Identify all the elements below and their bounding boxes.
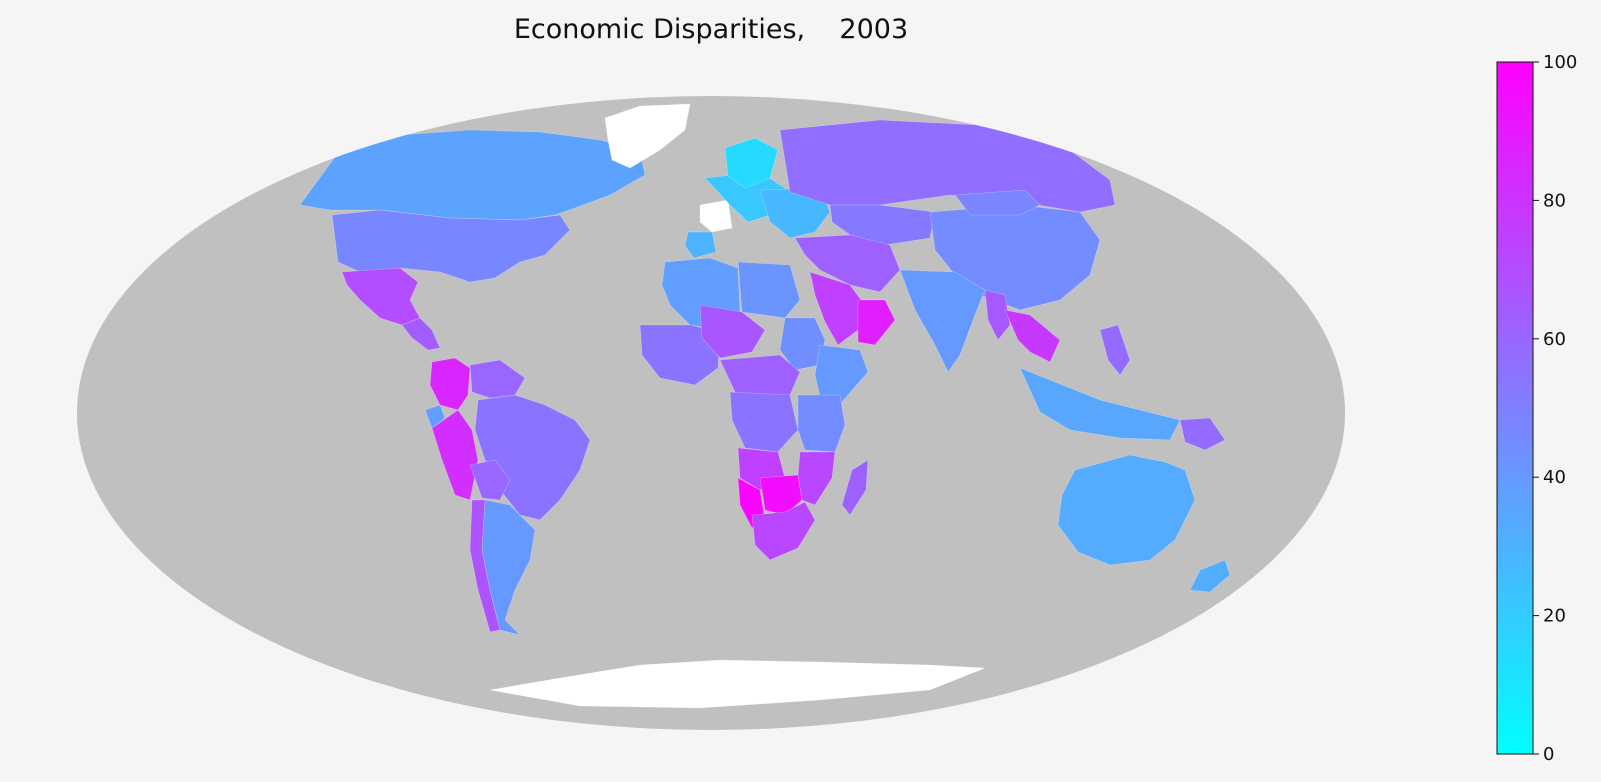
region-libya bbox=[737, 261, 801, 319]
region-central-america bbox=[401, 317, 441, 351]
region-france bbox=[699, 199, 733, 233]
region-south-africa bbox=[751, 501, 816, 561]
colorbar-tick-label: 80 bbox=[1543, 190, 1566, 211]
colorbar-tick-label: 40 bbox=[1543, 467, 1566, 488]
ocean-globe bbox=[77, 96, 1345, 730]
region-iberia bbox=[684, 231, 717, 259]
region-indonesia bbox=[1019, 367, 1181, 441]
region-botswana bbox=[759, 474, 803, 516]
colorbar-tick-label: 0 bbox=[1543, 744, 1554, 765]
colorbar-gradient bbox=[1496, 61, 1534, 755]
region-mongolia bbox=[954, 189, 1041, 216]
region-kazakhstan bbox=[829, 204, 936, 246]
map-title: Economic Disparities, 2003 bbox=[514, 14, 908, 45]
region-chile bbox=[469, 499, 501, 633]
region-oman bbox=[857, 299, 896, 346]
region-middle-east bbox=[794, 234, 901, 293]
region-philippines bbox=[1099, 324, 1131, 376]
region-bolivia bbox=[469, 459, 511, 501]
region-australia bbox=[1057, 454, 1196, 566]
region-argentina bbox=[481, 499, 536, 636]
region-thailand bbox=[1004, 309, 1061, 363]
region-niger bbox=[699, 304, 766, 359]
regions-layer bbox=[299, 103, 1231, 709]
region-madagascar bbox=[841, 459, 869, 516]
region-india bbox=[899, 269, 986, 373]
region-colombia bbox=[429, 357, 471, 411]
region-papua-new-guinea bbox=[1179, 417, 1226, 451]
region-peru bbox=[431, 409, 479, 501]
region-ecuador bbox=[424, 404, 446, 429]
region-myanmar bbox=[984, 289, 1011, 341]
colorbar-tick-label: 20 bbox=[1543, 606, 1566, 627]
region-east-africa bbox=[797, 394, 846, 453]
region-scandinavia bbox=[724, 137, 779, 189]
colorbar: 0 20 40 60 80 100 bbox=[1496, 52, 1577, 765]
region-saudi-arabia bbox=[809, 271, 866, 346]
region-new-zealand bbox=[1189, 559, 1231, 593]
region-west-africa bbox=[639, 324, 721, 386]
colorbar-ticks: 0 20 40 60 80 100 bbox=[1533, 52, 1577, 765]
region-mozambique bbox=[797, 451, 836, 506]
colorbar-tick-label: 100 bbox=[1543, 52, 1577, 73]
region-antarctica bbox=[489, 659, 986, 709]
region-greenland bbox=[604, 103, 691, 169]
colorbar-tick-label: 60 bbox=[1543, 329, 1566, 350]
region-horn-of-africa bbox=[814, 344, 869, 406]
